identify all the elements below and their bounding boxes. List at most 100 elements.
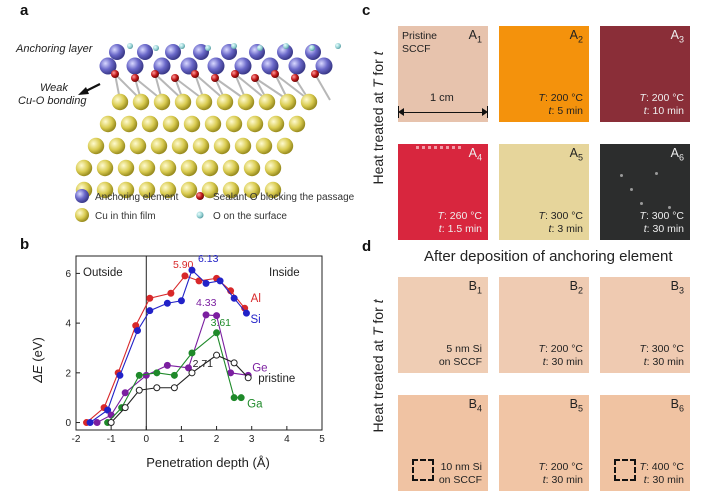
sample-tile-b2: B2 T: 200 °C t: 30 min	[499, 277, 589, 373]
anchoring-atom	[109, 44, 125, 60]
svg-text:Heat treated at T for t: Heat treated at T for t	[370, 298, 386, 432]
cu-atom	[99, 115, 117, 133]
data-point	[230, 294, 238, 302]
data-point	[167, 289, 175, 297]
data-point	[195, 277, 203, 285]
panel-d-title: After deposition of anchoring element	[424, 248, 673, 265]
series-si: Si 6.13	[86, 253, 261, 427]
x-tick-label: 3	[249, 434, 255, 445]
cu-atom	[96, 159, 114, 177]
series-al: Al 5.90	[83, 259, 261, 427]
data-point	[242, 309, 250, 317]
peak-value-label: 5.90	[173, 259, 194, 271]
legend-label: Anchoring element	[95, 192, 179, 203]
cu-atom	[264, 159, 282, 177]
tile-id-label: B6	[670, 397, 684, 414]
anchoring-atom	[153, 57, 171, 75]
peak-value-label: 3.61	[211, 317, 232, 329]
x-tick-label: -1	[107, 434, 116, 445]
tile-condition-label: T: 400 °C t: 30 min	[639, 461, 684, 486]
cu-atom	[216, 93, 234, 111]
surface-o-atom	[127, 43, 133, 49]
measurement-area-marker	[614, 459, 636, 481]
series-pristine: pristine 2.71	[107, 351, 295, 427]
cu-atom	[108, 137, 126, 155]
cu-atom	[234, 137, 252, 155]
data-point	[121, 404, 129, 412]
data-point	[184, 364, 192, 372]
tile-condition-label: T: 300 °C t: 30 min	[639, 343, 684, 368]
tile-condition-label: T: 300 °C t: 30 min	[639, 210, 684, 235]
tile-id-label: A3	[670, 28, 684, 45]
legend-label: Sealant O blocking the passage	[213, 192, 355, 203]
data-point	[177, 297, 185, 305]
penetration-energy-chart: -2 -1 0 1 2 3 4 5 0 2 4 6 Al 5.90 Si 6.13 Ge 4.33 Ga 3.61 p…	[30, 253, 325, 470]
data-point	[170, 371, 178, 379]
cu-atom	[129, 137, 147, 155]
data-point	[104, 406, 112, 414]
series-label: Ga	[247, 399, 263, 411]
sample-tile-b3: B3 T: 300 °C t: 30 min	[600, 277, 690, 373]
x-axis-label: Penetration depth (Å)	[146, 455, 270, 470]
cu-atom	[225, 115, 243, 133]
anchoring-atom	[234, 57, 252, 75]
cu-atom	[204, 115, 222, 133]
y-tick-label: 4	[65, 319, 71, 330]
weak-bond-arrowhead-icon	[78, 87, 89, 95]
tile-edge-artifact	[416, 146, 464, 149]
data-point	[146, 294, 154, 302]
data-point	[163, 361, 171, 369]
scale-bar-label: 1 cm	[430, 92, 454, 104]
legend-label: Cu in thin film	[95, 211, 156, 222]
cu-atom	[276, 137, 294, 155]
weak-bond-label-line1: Weak	[40, 82, 68, 94]
data-point	[86, 419, 94, 427]
cu-atom	[117, 159, 135, 177]
surface-o-atom	[231, 43, 237, 49]
anchoring-layer-label: Anchoring layer	[15, 43, 94, 55]
y-tick-label: 0	[65, 418, 71, 429]
anchoring-atom	[288, 57, 306, 75]
cu-atom	[87, 137, 105, 155]
anchoring-atom	[99, 57, 117, 75]
sealant-o-atom	[211, 74, 219, 82]
data-point	[134, 327, 141, 335]
anchoring-atom	[137, 44, 153, 60]
cu-atom	[180, 159, 198, 177]
tile-id-label: A6	[670, 146, 684, 163]
sample-tile-b5: B5 T: 200 °C t: 30 min	[499, 395, 589, 491]
cu-atom	[159, 181, 177, 199]
panel-d-side-label: Heat treated at T for t	[370, 298, 386, 432]
data-point	[244, 374, 252, 382]
cu-atom	[162, 115, 180, 133]
peak-value-label: 2.71	[193, 358, 214, 370]
data-point	[135, 386, 143, 394]
data-point	[135, 371, 143, 379]
y-tick-label: 6	[65, 269, 71, 280]
svg-text:Heat treated at T for t: Heat treated at T for t	[370, 50, 386, 184]
data-point	[237, 394, 245, 402]
cu-atom	[171, 137, 189, 155]
cu-atom	[120, 115, 138, 133]
cu-atom	[117, 181, 135, 199]
sample-tile-a1: A1 Pristine SCCF	[398, 26, 488, 122]
sample-tile-a4: A4 T: 260 °C t: 1.5 min	[398, 144, 488, 240]
peak-value-label: 4.33	[196, 297, 217, 309]
sample-tile-a6: A6 T: 300 °C t: 30 min	[600, 144, 690, 240]
anchoring-atom	[180, 57, 198, 75]
sample-tile-b6: B6 T: 400 °C t: 30 min	[600, 395, 690, 491]
cu-atom	[174, 93, 192, 111]
weak-bond-label-line2: Cu-O bonding	[18, 95, 87, 107]
sealant-o-atom	[171, 74, 179, 82]
cu-atom	[96, 181, 114, 199]
data-point	[153, 384, 161, 392]
cu-atom	[300, 93, 318, 111]
cu-atom	[279, 93, 297, 111]
legend-label: O on the surface	[213, 211, 287, 222]
x-tick-label: -2	[72, 434, 81, 445]
cu-atom	[237, 93, 255, 111]
sealant-o-atom	[311, 70, 319, 78]
anchoring-atom	[249, 44, 265, 60]
data-point	[213, 312, 221, 320]
data-point	[230, 394, 238, 402]
